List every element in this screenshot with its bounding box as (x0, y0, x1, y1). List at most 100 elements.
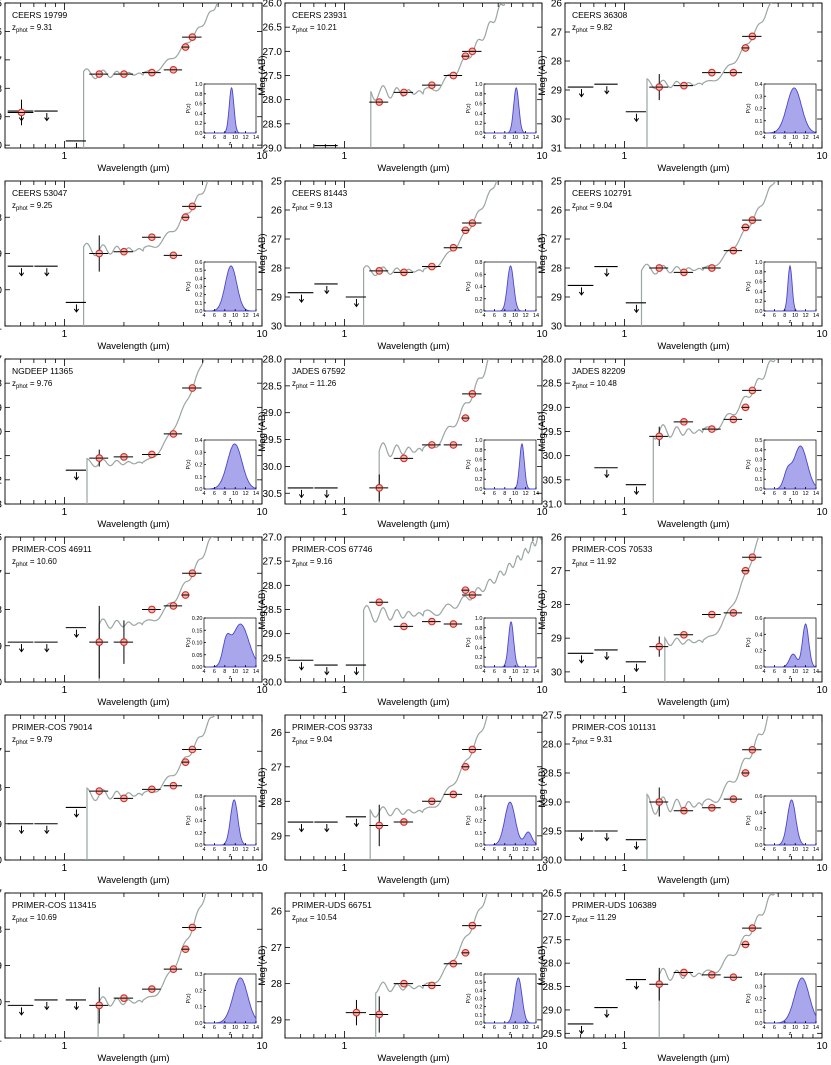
plot-area (567, 181, 776, 326)
inset-y-tick-label: 1.0 (755, 260, 763, 266)
inset-y-tick-label: 0.1 (195, 301, 203, 307)
x-axis-label: Wavelength (μm) (97, 519, 169, 530)
sed-model-curve (646, 715, 769, 860)
inset-x-tick-label: 10 (232, 1025, 238, 1031)
plot-area (65, 359, 205, 504)
x-tick-label: 10 (816, 1041, 828, 1052)
inset-x-tick-label: 8 (223, 669, 226, 675)
inset-y-label: P(z) (466, 815, 472, 825)
zphot-label: zphot = 9.82 (572, 23, 613, 34)
x-tick-label: 1 (62, 863, 68, 874)
y-axis-label: Mag (AB) (537, 945, 548, 985)
pz-inset: 4 6 8 10 12 14 0.0 0.2 0.4 0.6 0.8 1.0 z P(z) (466, 438, 539, 503)
inset-y-tick-label: 0.2 (475, 1005, 483, 1011)
inset-x-tick-label: 12 (243, 313, 249, 319)
inset-x-tick-label: 8 (783, 491, 786, 497)
y-tick-label: 25 (0, 0, 2, 10)
y-tick-label: 29.0 (543, 798, 563, 809)
inset-y-tick-label: 0.5 (195, 268, 203, 274)
inset-y-tick-label: 0.2 (755, 107, 763, 113)
object-name: PRIMER-COS 67746 (292, 544, 373, 554)
pz-curve (764, 977, 817, 1024)
x-tick-label: 10 (536, 685, 548, 696)
inset-x-tick-label: 8 (783, 669, 786, 675)
y-tick-label: 29 (271, 1015, 283, 1026)
inset-y-tick-label: 0.2 (755, 649, 763, 655)
inset-x-tick-label: 10 (792, 847, 798, 853)
inset-x-tick-label: 4 (762, 1025, 765, 1031)
sed-panel: 26 27 28 29 30 1 10 Wavelength (μm) Mag (AB) PRIM… (537, 533, 828, 709)
x-tick-label: 1 (622, 507, 628, 518)
inset-y-label: P(z) (466, 103, 472, 113)
x-axis-label: Wavelength (μm) (657, 1053, 729, 1064)
inset-x-label: z (789, 675, 792, 681)
sed-model-curve (86, 359, 205, 504)
upper-limit-arrowhead (578, 659, 585, 664)
inset-x-tick-label: 10 (792, 313, 798, 319)
inset-y-tick-label: 0.2 (755, 299, 763, 305)
pz-curve (484, 442, 536, 490)
upper-limit-arrowhead (324, 290, 330, 295)
y-axis-label: Mag (AB) (257, 589, 268, 629)
y-tick-label: 30 (0, 997, 2, 1008)
inset-x-label: z (789, 319, 792, 325)
inset-y-tick-label: 0.8 (475, 448, 483, 454)
sed-panel: 27.5 28.0 28.5 29.0 29.5 30.0 1 10 Wavelength (μ… (537, 711, 828, 887)
x-axis-label: Wavelength (μm) (377, 875, 449, 886)
x-axis-label: Wavelength (μm) (377, 163, 449, 174)
inset-x-tick-label: 4 (762, 313, 765, 319)
inset-x-tick-label: 10 (512, 1025, 518, 1031)
inset-y-label: P(z) (746, 103, 752, 113)
inset-y-tick-label: 0.15 (192, 628, 203, 634)
y-axis-label: Mag (AB) (537, 767, 548, 807)
inset-y-tick-label: 0.6 (475, 102, 483, 108)
plot-area (567, 3, 772, 148)
inset-y-tick-label: 0.4 (755, 448, 763, 454)
inset-x-tick-label: 6 (773, 669, 776, 675)
inset-y-tick-label: 0.6 (195, 260, 203, 266)
x-axis-label: Wavelength (μm) (657, 163, 729, 174)
inset-y-tick-label: 0.0 (755, 487, 763, 493)
zphot-label: zphot = 11.92 (572, 557, 617, 568)
inset-y-tick-label: 0.4 (475, 285, 483, 291)
x-tick-label: 10 (256, 329, 268, 340)
inset-x-tick-label: 12 (803, 1025, 809, 1031)
zphot-label: zphot = 10.48 (572, 379, 617, 390)
y-tick-label: 27 (271, 943, 283, 954)
inset-y-tick-label: 0.0 (195, 131, 203, 137)
inset-x-tick-label: 6 (213, 135, 216, 141)
upper-limit-arrowhead (298, 828, 305, 833)
y-tick-label: 30 (0, 678, 2, 689)
sed-panel: 26.0 26.5 27.0 27.5 28.0 28.5 29.0 1 10 Wavelengt… (257, 0, 548, 174)
zphot-label: zphot = 11.26 (292, 379, 337, 390)
upper-limit-arrowhead (298, 666, 305, 671)
y-tick-label: 28 (551, 57, 563, 68)
pz-inset: 4 6 8 10 12 14 0.0 0.1 0.2 0.3 0.4 z P(z) (746, 82, 819, 147)
pz-inset: 4 6 8 10 12 14 0.0 0.2 0.4 0.6 0.8 z P(z) (186, 794, 259, 859)
inset-x-tick-label: 10 (512, 491, 518, 497)
inset-x-tick-label: 6 (213, 1025, 216, 1031)
object-name: CEERS 23931 (292, 10, 348, 20)
upper-limit-arrowhead (18, 648, 25, 653)
inset-x-tick-label: 4 (202, 135, 205, 141)
inset-y-tick-label: 0.00 (192, 665, 203, 671)
inset-y-tick-label: 0.8 (475, 92, 483, 98)
upper-limit-arrowhead (298, 494, 305, 499)
inset-y-tick-label: 0.6 (475, 972, 483, 978)
upper-limit-arrowhead (324, 828, 330, 833)
y-tick-label: 26 (0, 533, 2, 544)
sed-panel: 27.0 27.5 28.0 28.5 29.0 29.5 30.0 1 10 Wavelengt… (257, 533, 548, 709)
inset-y-tick-label: 0.4 (755, 810, 763, 816)
pz-inset: 4 6 8 10 12 14 0.0 0.1 0.2 0.3 0.4 0.5 z P(z) (746, 438, 819, 503)
inset-x-tick-label: 14 (253, 847, 259, 853)
object-name: CEERS 53047 (12, 188, 68, 198)
y-axis-label: Mag (AB) (257, 233, 268, 273)
upper-limit-arrowhead (633, 309, 640, 314)
upper-limit-arrowhead (18, 272, 25, 277)
y-tick-label: 29 (0, 249, 2, 260)
y-tick-label: 30 (0, 285, 2, 296)
inset-x-tick-label: 12 (243, 1025, 249, 1031)
inset-x-tick-label: 6 (493, 847, 496, 853)
inset-x-tick-label: 4 (762, 669, 765, 675)
